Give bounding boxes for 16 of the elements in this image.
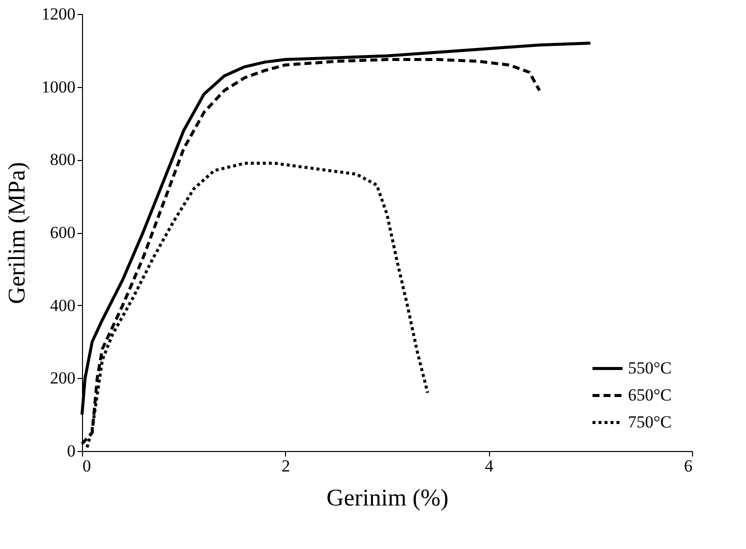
legend-label: 550°C [628,358,672,378]
y-tick-label: 400 [50,296,76,315]
legend-label: 650°C [628,386,672,404]
x-tick-label: 4 [484,456,494,476]
y-tick-label: 800 [50,150,76,170]
x-tick-label: 6 [684,456,692,476]
x-tick-label: 0 [82,456,91,476]
y-tick-label: 1200 [42,4,76,24]
legend-label: 750°C [628,412,672,432]
x-axis-title: Gerinim (%) [326,486,448,512]
y-axis-title: Gerilim (MPa) [4,162,30,304]
y-tick-label: 600 [50,223,76,242]
y-tick-label: 0 [67,442,76,460]
x-tick-label: 2 [282,456,290,476]
y-tick-label: 200 [50,368,76,388]
y-tick-label: 1000 [42,77,76,96]
